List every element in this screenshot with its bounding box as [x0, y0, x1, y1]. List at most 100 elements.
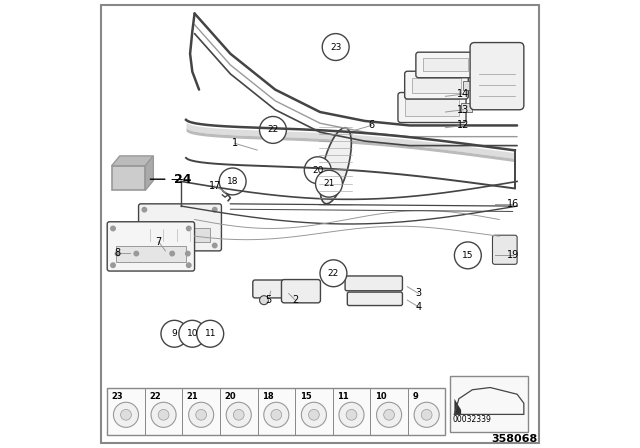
Text: 2: 2 [292, 295, 298, 305]
Circle shape [179, 320, 206, 347]
Circle shape [414, 402, 439, 427]
Circle shape [454, 242, 481, 269]
Circle shape [320, 260, 347, 287]
Circle shape [226, 402, 252, 427]
Circle shape [384, 409, 394, 420]
Circle shape [260, 116, 287, 143]
Text: 21: 21 [187, 392, 198, 401]
Circle shape [421, 409, 432, 420]
Circle shape [151, 402, 176, 427]
Circle shape [346, 409, 357, 420]
Ellipse shape [320, 128, 351, 204]
Text: 18: 18 [262, 392, 274, 401]
Text: 10: 10 [187, 329, 198, 338]
Text: 15: 15 [300, 392, 311, 401]
Circle shape [113, 402, 138, 427]
Circle shape [111, 226, 115, 231]
Circle shape [120, 409, 131, 420]
Circle shape [322, 34, 349, 60]
Circle shape [234, 409, 244, 420]
Text: 13: 13 [457, 105, 470, 115]
Text: 9: 9 [172, 329, 177, 338]
Text: 18: 18 [227, 177, 238, 186]
Polygon shape [454, 399, 461, 414]
Circle shape [271, 409, 282, 420]
Circle shape [134, 251, 138, 256]
FancyBboxPatch shape [470, 43, 524, 110]
Text: 21: 21 [323, 179, 335, 188]
Text: 11: 11 [205, 329, 216, 338]
Text: 15: 15 [462, 251, 474, 260]
FancyBboxPatch shape [398, 92, 466, 122]
Circle shape [212, 243, 217, 248]
Circle shape [308, 409, 319, 420]
Circle shape [142, 207, 147, 212]
Bar [111, 166, 145, 190]
Circle shape [158, 409, 169, 420]
Text: 8: 8 [114, 248, 120, 258]
Bar [405, 99, 459, 116]
Circle shape [305, 157, 332, 184]
Text: 14: 14 [457, 89, 470, 99]
Circle shape [186, 226, 191, 231]
FancyBboxPatch shape [416, 52, 475, 78]
Circle shape [161, 320, 188, 347]
Text: 22: 22 [268, 125, 278, 134]
Circle shape [212, 207, 217, 212]
Circle shape [186, 251, 190, 256]
Bar [470, 60, 481, 69]
Text: 24: 24 [174, 172, 192, 186]
Circle shape [376, 402, 402, 427]
Text: 16: 16 [506, 199, 519, 209]
Circle shape [142, 243, 147, 248]
Polygon shape [111, 156, 154, 166]
Circle shape [301, 402, 326, 427]
Text: 00032339: 00032339 [452, 415, 491, 424]
FancyBboxPatch shape [107, 222, 195, 271]
Bar [107, 388, 445, 435]
Text: 358068: 358068 [491, 435, 538, 444]
Bar [461, 103, 472, 112]
FancyBboxPatch shape [138, 204, 221, 251]
Text: 22: 22 [328, 269, 339, 278]
FancyBboxPatch shape [404, 71, 468, 99]
Circle shape [189, 402, 214, 427]
Circle shape [264, 402, 289, 427]
FancyBboxPatch shape [348, 292, 403, 306]
Text: —: — [170, 172, 182, 186]
Circle shape [339, 402, 364, 427]
Bar [147, 228, 210, 242]
FancyBboxPatch shape [253, 280, 284, 298]
Circle shape [111, 263, 115, 267]
Text: 1: 1 [232, 138, 238, 148]
Text: 4: 4 [415, 302, 422, 312]
Text: 9: 9 [412, 392, 418, 401]
Bar [412, 78, 461, 93]
Text: 7: 7 [156, 237, 162, 247]
Text: 17: 17 [209, 181, 221, 191]
Text: 20: 20 [225, 392, 236, 401]
Text: 19: 19 [506, 250, 519, 260]
Bar [463, 81, 474, 90]
Text: 3: 3 [415, 289, 422, 298]
Circle shape [197, 320, 224, 347]
Circle shape [170, 251, 174, 256]
Text: 22: 22 [149, 392, 161, 401]
FancyBboxPatch shape [493, 235, 517, 264]
Circle shape [219, 168, 246, 195]
Circle shape [115, 251, 120, 256]
Text: 10: 10 [375, 392, 387, 401]
Text: 5: 5 [266, 295, 271, 305]
FancyBboxPatch shape [345, 276, 403, 291]
Text: 20: 20 [312, 166, 323, 175]
Circle shape [196, 409, 207, 420]
Polygon shape [145, 156, 154, 190]
Bar [450, 376, 528, 432]
Text: 23: 23 [330, 43, 341, 52]
Text: 6: 6 [369, 121, 374, 130]
Text: 12: 12 [457, 121, 470, 130]
Bar [116, 246, 186, 262]
FancyBboxPatch shape [282, 280, 321, 303]
Circle shape [186, 263, 191, 267]
Bar [423, 58, 468, 71]
